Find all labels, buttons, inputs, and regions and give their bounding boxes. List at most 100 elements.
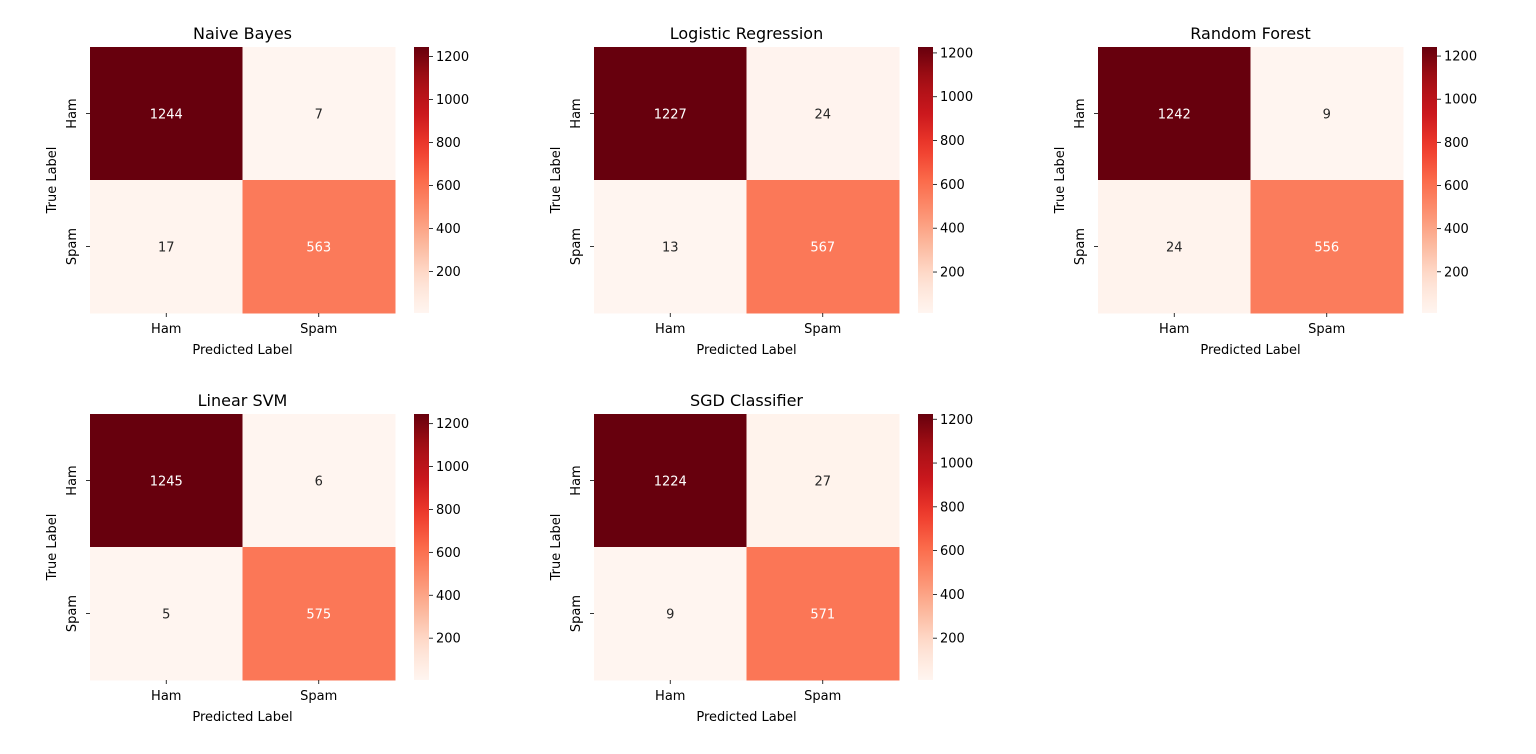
x-tick-label: Spam xyxy=(804,689,841,704)
heatmap-cell xyxy=(242,47,396,181)
colorbar-tick-label: 200 xyxy=(940,266,965,281)
y-axis-label: True Label xyxy=(45,514,60,582)
colorbar-tick-label: 1000 xyxy=(940,457,973,472)
colorbar-tick-label: 800 xyxy=(1444,136,1469,151)
heatmap-panel-3: Linear SVM 1245 6 5 575 Ham Spam Ham Spam Predict… xyxy=(45,391,469,725)
x-tick-label: Spam xyxy=(300,689,337,704)
heatmap-cell xyxy=(90,414,243,548)
x-axis-label: Predicted Label xyxy=(696,710,796,725)
x-axis-label: Predicted Label xyxy=(192,343,292,358)
colorbar-tick-label: 1000 xyxy=(436,93,469,108)
y-axis-label: True Label xyxy=(549,147,564,215)
x-axis-label: Predicted Label xyxy=(696,343,796,358)
chart-title: Logistic Regression xyxy=(670,24,823,43)
colorbar-tick-label: 800 xyxy=(940,134,965,149)
colorbar xyxy=(414,47,429,313)
colorbar-tick-label: 1000 xyxy=(436,460,469,475)
colorbar-tick-label: 400 xyxy=(436,589,461,604)
cell-value-label: 9 xyxy=(1323,108,1331,123)
cell-value-label: 6 xyxy=(315,475,323,490)
colorbar-tick-label: 1200 xyxy=(436,50,469,65)
heatmap-cell xyxy=(242,180,396,314)
cell-value-label: 567 xyxy=(810,241,835,256)
colorbar-tick-label: 400 xyxy=(436,222,461,237)
colorbar-tick-label: 200 xyxy=(436,265,461,280)
colorbar xyxy=(1422,47,1437,313)
y-tick-label: Spam xyxy=(569,228,584,265)
x-tick-label: Spam xyxy=(1308,322,1345,337)
y-axis-label: True Label xyxy=(45,147,60,215)
colorbar-tick-label: 800 xyxy=(436,136,461,151)
x-tick-label: Ham xyxy=(655,689,685,704)
colorbar-tick-label: 200 xyxy=(1444,265,1469,280)
colorbar-tick-label: 1200 xyxy=(1444,50,1477,65)
colorbar-tick-label: 1200 xyxy=(940,413,973,428)
y-tick-label: Spam xyxy=(65,595,80,632)
colorbar-tick-label: 1200 xyxy=(436,417,469,432)
heatmap-cell xyxy=(1098,47,1251,181)
cell-value-label: 575 xyxy=(306,608,331,623)
colorbar-tick-label: 400 xyxy=(940,588,965,603)
chart-title: SGD Classifier xyxy=(690,391,803,410)
cell-value-label: 24 xyxy=(1166,241,1183,256)
heatmap-cell xyxy=(594,547,747,681)
colorbar xyxy=(918,47,933,313)
colorbar-tick-label: 1200 xyxy=(940,46,973,61)
x-tick-label: Ham xyxy=(151,689,181,704)
x-tick-label: Spam xyxy=(804,322,841,337)
cell-value-label: 1224 xyxy=(654,475,687,490)
colorbar-tick-label: 600 xyxy=(436,179,461,194)
heatmap-cell xyxy=(746,414,900,548)
colorbar xyxy=(414,414,429,680)
cell-value-label: 9 xyxy=(666,608,674,623)
cell-value-label: 17 xyxy=(158,241,175,256)
colorbar xyxy=(918,414,933,680)
x-tick-label: Ham xyxy=(655,322,685,337)
heatmap-cell xyxy=(594,414,747,548)
heatmap-cell xyxy=(594,47,747,181)
x-tick-label: Ham xyxy=(151,322,181,337)
cell-value-label: 13 xyxy=(662,241,679,256)
colorbar-tick-label: 400 xyxy=(940,222,965,237)
colorbar-tick-label: 1000 xyxy=(940,90,973,105)
x-axis-label: Predicted Label xyxy=(1200,343,1300,358)
heatmap-panel-2: Random Forest 1242 9 24 556 Ham Spam Ham Spam Pre… xyxy=(1053,24,1477,358)
cell-value-label: 571 xyxy=(810,608,835,623)
colorbar-tick-label: 200 xyxy=(436,632,461,647)
heatmap-panel-0: Naive Bayes 1244 7 17 563 Ham Spam Ham Spam Predi… xyxy=(45,24,469,358)
heatmap-cell xyxy=(90,547,243,681)
heatmap-cell xyxy=(1098,180,1251,314)
heatmap-panel-4: SGD Classifier 1224 27 9 571 Ham Spam Ham Spam Pr… xyxy=(549,391,973,725)
cell-value-label: 24 xyxy=(814,108,831,123)
cell-value-label: 1245 xyxy=(150,475,183,490)
x-axis-label: Predicted Label xyxy=(192,710,292,725)
heatmap-cell xyxy=(242,547,396,681)
colorbar-tick-label: 1000 xyxy=(1444,93,1477,108)
heatmap-cell xyxy=(242,414,396,548)
heatmap-cell xyxy=(1250,47,1404,181)
colorbar-tick-label: 200 xyxy=(940,632,965,647)
heatmap-cell xyxy=(746,180,900,314)
colorbar-tick-label: 600 xyxy=(940,544,965,559)
colorbar-tick-label: 800 xyxy=(436,503,461,518)
colorbar-tick-label: 600 xyxy=(436,546,461,561)
heatmap-cell xyxy=(90,47,243,181)
y-tick-label: Ham xyxy=(65,98,80,128)
heatmap-cell xyxy=(90,180,243,314)
x-tick-label: Ham xyxy=(1159,322,1189,337)
heatmap-cell xyxy=(1250,180,1404,314)
x-tick-label: Spam xyxy=(300,322,337,337)
chart-title: Naive Bayes xyxy=(193,24,292,43)
heatmap-cell xyxy=(746,47,900,181)
heatmap-cell xyxy=(594,180,747,314)
y-tick-label: Spam xyxy=(1073,228,1088,265)
colorbar-tick-label: 800 xyxy=(940,500,965,515)
colorbar-tick-label: 600 xyxy=(1444,179,1469,194)
y-tick-label: Ham xyxy=(65,465,80,495)
colorbar-tick-label: 600 xyxy=(940,178,965,193)
y-tick-label: Spam xyxy=(569,595,584,632)
heatmap-cell xyxy=(746,547,900,681)
chart-title: Linear SVM xyxy=(198,391,288,410)
heatmap-panel-1: Logistic Regression 1227 24 13 567 Ham Spam Ham… xyxy=(549,24,973,358)
